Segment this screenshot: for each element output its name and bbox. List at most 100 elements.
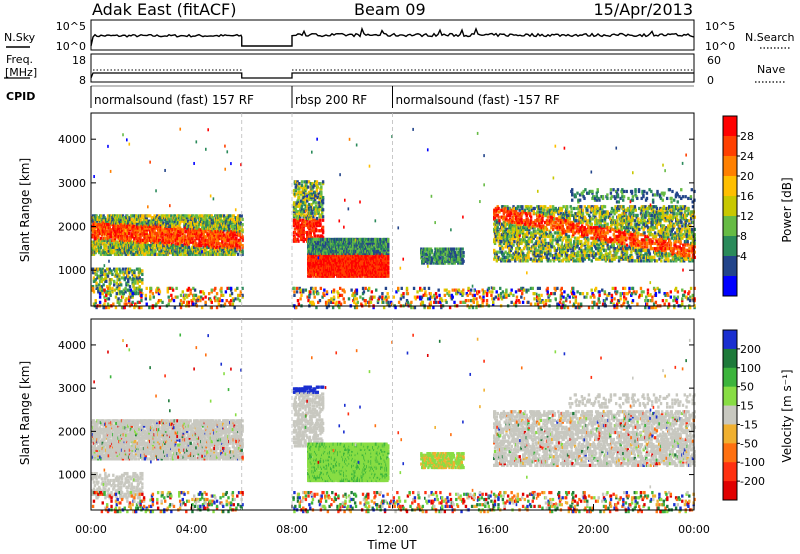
heatmap-cell xyxy=(117,228,120,232)
nsky-trace xyxy=(90,26,695,47)
heatmap-cell xyxy=(216,223,220,227)
heatmap-cell xyxy=(116,216,119,220)
heatmap-cell xyxy=(93,237,97,241)
heatmap-cell xyxy=(97,228,100,232)
heatmap-cell xyxy=(169,223,172,227)
heatmap-cell xyxy=(200,216,203,220)
heatmap-cell xyxy=(169,237,172,241)
heatmap-cell xyxy=(114,230,118,234)
heatmap-cell xyxy=(142,233,145,237)
heatmap-cell xyxy=(223,217,227,221)
heatmap-cell xyxy=(210,237,213,241)
heatmap-cell xyxy=(229,240,233,244)
heatmap-cell xyxy=(100,240,104,244)
heatmap-cell xyxy=(103,221,106,225)
heatmap-cell xyxy=(155,238,158,242)
heatmap-cell xyxy=(176,228,179,232)
heatmap-cell xyxy=(198,242,201,246)
heatmap-cell xyxy=(102,214,105,218)
heatmap-cell xyxy=(103,240,106,244)
heatmap-cell xyxy=(108,214,111,218)
heatmap-cell xyxy=(124,237,127,241)
heatmap-cell xyxy=(200,240,203,244)
heatmap-cell xyxy=(218,249,221,253)
heatmap-cell xyxy=(182,238,185,242)
heatmap-cell xyxy=(139,216,142,220)
heatmap-cell xyxy=(172,224,176,228)
heatmap-cell xyxy=(134,245,137,249)
heatmap-cell xyxy=(123,226,126,230)
heatmap-cell xyxy=(164,243,168,248)
heatmap-cell xyxy=(114,219,118,223)
heatmap-cell xyxy=(94,231,97,235)
heatmap-cell xyxy=(209,231,213,235)
heatmap-cell xyxy=(156,233,160,237)
heatmap-cell xyxy=(118,217,121,221)
heatmap-cell xyxy=(222,237,226,241)
heatmap-cell xyxy=(117,245,120,249)
heatmap-cell xyxy=(220,224,223,228)
heatmap-cell xyxy=(129,237,133,241)
heatmap-cell xyxy=(148,223,151,227)
heatmap-cell xyxy=(221,238,224,242)
heatmap-cell xyxy=(230,249,234,253)
heatmap-cell xyxy=(94,243,97,248)
heatmap-cell xyxy=(110,214,113,218)
cpid-segment-label: normalsound (fast) 157 RF xyxy=(94,93,254,107)
heatmap-cell xyxy=(218,237,221,241)
heatmap-cell xyxy=(139,217,142,221)
nsearch-tick-bottom: 10^0 xyxy=(705,40,735,53)
heatmap-cell xyxy=(176,247,179,251)
heatmap-cell xyxy=(98,223,102,227)
heatmap-cell xyxy=(163,214,166,218)
heatmap-cell xyxy=(101,238,104,242)
heatmap-cell xyxy=(127,237,131,241)
heatmap-cell xyxy=(97,247,100,251)
heatmap-cell xyxy=(121,249,125,253)
cpid-segment-label: normalsound (fast) -157 RF xyxy=(396,93,560,107)
heatmap-cell xyxy=(164,217,168,221)
heatmap-cell xyxy=(168,214,171,218)
heatmap-cell xyxy=(143,219,147,223)
heatmap-cell xyxy=(224,224,228,228)
heatmap-cell xyxy=(171,243,175,248)
heatmap-cell xyxy=(231,243,235,248)
heatmap-cell xyxy=(134,235,138,239)
heatmap-cell xyxy=(139,249,142,253)
heatmap-cell xyxy=(185,230,188,234)
heatmap-cell xyxy=(171,238,175,242)
heatmap-cell xyxy=(213,250,216,255)
heatmap-cell xyxy=(117,233,120,237)
heatmap-cell xyxy=(442,256,445,260)
heatmap-cell xyxy=(226,233,229,237)
heatmap-cell xyxy=(95,223,98,227)
heatmap-cell xyxy=(191,238,194,242)
heatmap-cell xyxy=(177,235,180,239)
heatmap-cell xyxy=(238,249,242,253)
heatmap-cell xyxy=(132,214,135,218)
heatmap-cell xyxy=(137,252,141,256)
heatmap-cell xyxy=(186,231,190,235)
heatmap-cell xyxy=(91,235,94,239)
heatmap-cell xyxy=(231,217,235,221)
heatmap-cell xyxy=(181,245,184,249)
heatmap-cell xyxy=(112,249,116,253)
heatmap-cell xyxy=(238,214,242,218)
heatmap-cell xyxy=(137,242,141,246)
heatmap-cell xyxy=(183,216,186,220)
heatmap-cell xyxy=(229,214,232,218)
heatmap-cell xyxy=(108,245,111,249)
heatmap-cell xyxy=(236,245,239,249)
heatmap-cell xyxy=(163,223,167,227)
heatmap-cell xyxy=(127,245,131,249)
heatmap-cell xyxy=(98,249,101,253)
heatmap-cell xyxy=(176,237,179,241)
heatmap-cell xyxy=(191,252,194,256)
heatmap-cell xyxy=(462,259,465,263)
heatmap-cell xyxy=(115,267,119,271)
heatmap-cell xyxy=(161,235,164,239)
heatmap-cell xyxy=(158,238,162,242)
heatmap-cell xyxy=(169,249,172,253)
heatmap-cell xyxy=(138,240,141,244)
heatmap-cell xyxy=(135,217,139,221)
